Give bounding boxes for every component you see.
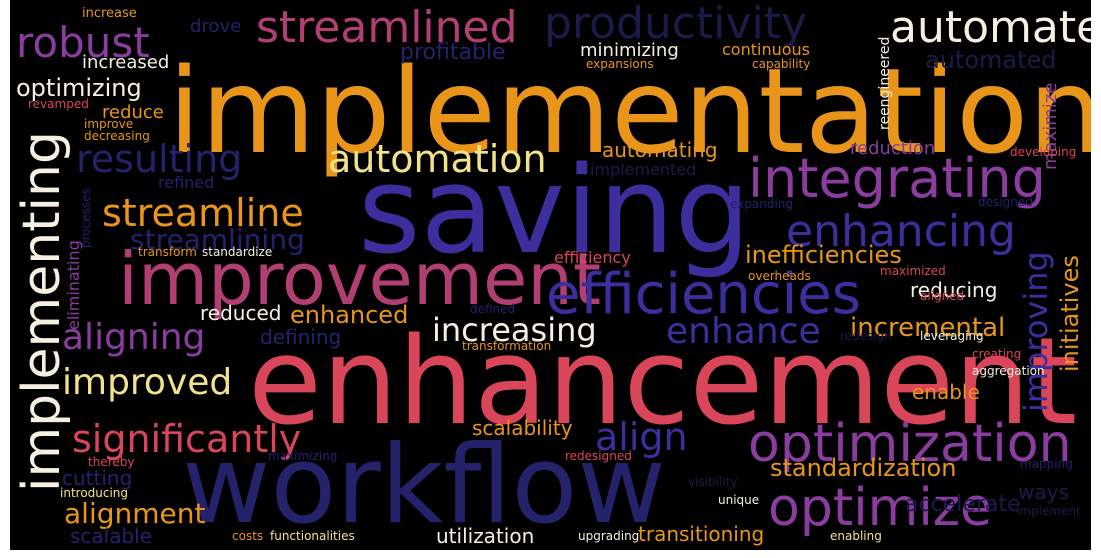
- cloud-word-significantly: significantly: [72, 417, 302, 461]
- word-cloud: implementation saving enhancement workflow i…: [10, 0, 1091, 550]
- cloud-word-refined: refined: [158, 173, 215, 192]
- cloud-word-capability: capability: [752, 57, 811, 71]
- cloud-word-enhanced: enhanced: [290, 301, 409, 329]
- cloud-word-upgrading: upgrading: [578, 529, 640, 543]
- cloud-word-drove: drove: [190, 16, 242, 37]
- cloud-word-efficiencies: efficiencies: [546, 262, 861, 327]
- cloud-word-enable: enable: [912, 380, 980, 404]
- cloud-word-enabling: enabling: [830, 529, 882, 543]
- cloud-word-saving: saving: [358, 142, 751, 281]
- cloud-word-continuous: continuous: [722, 40, 810, 59]
- cloud-word-defined: defined: [470, 302, 516, 316]
- cloud-word-unique: unique: [718, 493, 760, 507]
- cloud-word-transformation: transformation: [462, 339, 552, 353]
- cloud-word-reducing: reducing: [910, 278, 998, 302]
- cloud-word-alignment: alignment: [64, 497, 206, 530]
- cloud-word-initiatives: initiatives: [1056, 255, 1084, 372]
- cloud-word-increased: increased: [82, 52, 170, 73]
- cloud-word-scalable: scalable: [70, 524, 153, 548]
- cloud-word-revamped: revamped: [28, 97, 89, 111]
- cloud-word-transform: transform: [138, 245, 197, 259]
- cloud-word-maximizing: maximizing: [268, 449, 338, 463]
- cloud-word-functionalities: functionalities: [270, 529, 355, 543]
- cloud-word-standardization: standardization: [770, 454, 957, 482]
- cloud-word-aligning: aligning: [62, 317, 206, 358]
- cloud-word-profitable: profitable: [400, 40, 506, 65]
- cloud-word-processes: processes: [79, 188, 93, 248]
- cloud-word-designed: designed: [978, 195, 1033, 209]
- cloud-word-optimization: optimization: [748, 414, 1072, 474]
- cloud-word-implement: implement: [1016, 504, 1081, 518]
- cloud-word-eliminating: eliminating: [64, 240, 83, 330]
- cloud-word-reduction: reduction: [850, 138, 936, 159]
- cloud-word-incremental: incremental: [850, 313, 1006, 343]
- cloud-word-aggregation: aggregation: [972, 364, 1045, 378]
- cloud-word-improved: improved: [62, 362, 233, 403]
- cloud-word-inefficiencies: inefficiencies: [745, 241, 902, 269]
- cloud-word-implementing: implementing: [12, 131, 72, 492]
- cloud-word-implemented: implemented: [590, 160, 697, 179]
- cloud-word-thereby: thereby: [88, 455, 135, 469]
- cloud-word-accelerate: accelerate: [905, 492, 1021, 517]
- cloud-word-automate: automate: [890, 2, 1091, 53]
- cloud-word-costs: costs: [232, 529, 264, 543]
- cloud-word-minimizing: minimizing: [580, 40, 679, 61]
- cloud-word-increase: increase: [82, 6, 137, 21]
- cloud-word-workflow: workflow: [182, 423, 666, 548]
- cloud-word-optimize: optimize: [768, 478, 993, 538]
- cloud-word-implementation: implementation: [168, 42, 1091, 180]
- cloud-word-mapping: mapping: [1020, 457, 1073, 471]
- cloud-word-enhancement: enhancement: [248, 313, 1078, 452]
- cloud-word-improving: improving: [1017, 251, 1055, 412]
- cloud-word-transitioning: transitioning: [638, 522, 765, 546]
- cloud-word-automated: automated: [925, 46, 1057, 74]
- cloud-word-integrating: integrating: [748, 147, 1046, 210]
- cloud-word-cutting: cutting: [62, 466, 133, 490]
- cloud-word-developing: developing: [1010, 145, 1077, 159]
- cloud-word-decreasing: decreasing: [84, 129, 150, 143]
- cloud-word-visibility: visibility: [688, 475, 738, 489]
- cloud-word-reduce: reduce: [102, 102, 164, 123]
- cloud-word-increasing: increasing: [432, 311, 597, 349]
- cloud-word-standardize: standardize: [202, 245, 273, 259]
- cloud-word-efficiency: efficiency: [554, 248, 631, 267]
- cloud-word-resulting: resulting: [76, 137, 243, 181]
- cloud-word-redesigned: redesigned: [565, 449, 632, 463]
- cloud-word-reengineered: reengineered: [877, 36, 893, 130]
- cloud-word-streamlining: streamlining: [130, 223, 305, 256]
- cloud-word-introducing: introducing: [60, 486, 129, 500]
- cloud-word-redesign: redesign: [840, 329, 892, 343]
- cloud-word-robust: robust: [16, 18, 150, 67]
- cloud-word-productivity: productivity: [544, 0, 808, 49]
- cloud-word-enhance: enhance: [666, 311, 821, 352]
- cloud-word-leveraging: leveraging: [920, 329, 984, 343]
- cloud-word-optimizing: optimizing: [16, 74, 142, 102]
- cloud-word-maximized: maximized: [880, 264, 946, 278]
- cloud-word-automation: automation: [328, 137, 547, 181]
- cloud-word-streamlined: streamlined: [256, 2, 518, 53]
- cloud-word-automating: automating: [602, 138, 718, 162]
- cloud-word-ways: ways: [1018, 480, 1069, 504]
- cloud-word-improve: improve: [84, 117, 134, 131]
- cloud-word-scalability: scalability: [472, 416, 573, 440]
- cloud-word-utilization: utilization: [436, 524, 535, 548]
- cloud-word-enhancing: enhancing: [786, 206, 1016, 257]
- cloud-word-align: align: [595, 415, 688, 459]
- cloud-word-reduced: reduced: [200, 301, 282, 325]
- cloud-word-expansions: expansions: [586, 57, 654, 71]
- cloud-word-aligned: aligned: [920, 289, 965, 303]
- cloud-word-streamline: streamline: [102, 191, 304, 235]
- cloud-word-improvement: improvement: [118, 237, 602, 321]
- cloud-word-creating: creating: [972, 347, 1022, 361]
- cloud-word-expanding: expanding: [730, 197, 794, 211]
- cloud-word-overheads: overheads: [748, 269, 811, 283]
- cloud-word-defining: defining: [260, 325, 342, 349]
